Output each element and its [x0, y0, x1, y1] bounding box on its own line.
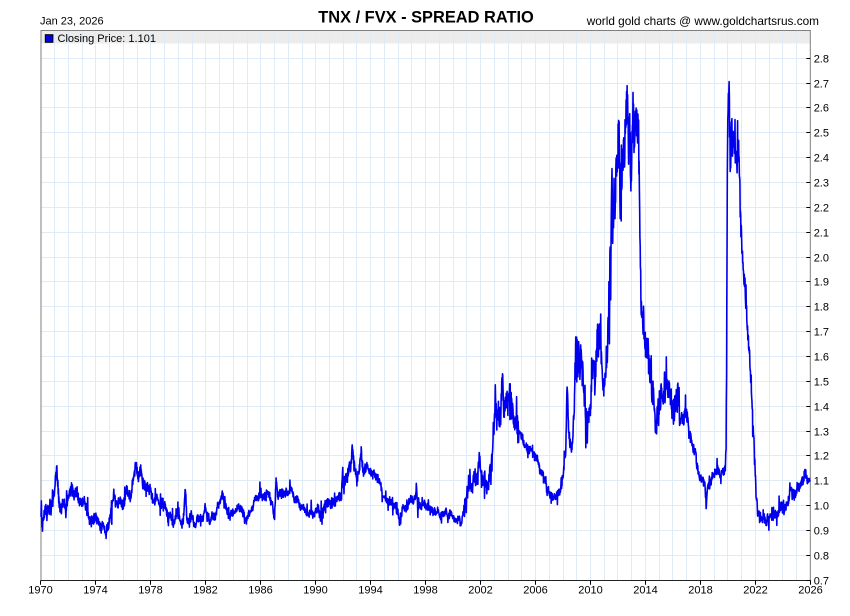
svg-text:2.5: 2.5: [814, 128, 829, 140]
svg-text:1.2: 1.2: [814, 451, 829, 463]
svg-text:2026: 2026: [798, 585, 822, 597]
svg-text:2002: 2002: [468, 585, 492, 597]
svg-text:1998: 1998: [413, 585, 437, 597]
svg-text:1.9: 1.9: [814, 277, 829, 289]
svg-text:1982: 1982: [193, 585, 217, 597]
svg-text:TNX / FVX - SPREAD RATIO: TNX / FVX - SPREAD RATIO: [318, 9, 534, 27]
svg-text:2.8: 2.8: [814, 54, 829, 66]
svg-text:1986: 1986: [248, 585, 272, 597]
svg-text:1.5: 1.5: [814, 377, 829, 389]
svg-text:1990: 1990: [303, 585, 327, 597]
svg-text:2018: 2018: [688, 585, 712, 597]
svg-text:1994: 1994: [358, 585, 382, 597]
svg-text:1970: 1970: [28, 585, 52, 597]
svg-text:1.1: 1.1: [814, 476, 829, 488]
svg-text:Jan 23, 2026: Jan 23, 2026: [40, 16, 104, 28]
svg-text:1974: 1974: [83, 585, 107, 597]
svg-text:world gold charts @ www.goldch: world gold charts @ www.goldchartsrus.co…: [586, 14, 819, 28]
svg-text:2022: 2022: [743, 585, 767, 597]
svg-text:1.3: 1.3: [814, 427, 829, 439]
svg-text:0.8: 0.8: [814, 551, 829, 563]
svg-text:1.4: 1.4: [814, 402, 829, 414]
svg-text:1.8: 1.8: [814, 302, 829, 314]
svg-text:2.3: 2.3: [814, 178, 829, 190]
svg-text:2014: 2014: [633, 585, 657, 597]
svg-text:1978: 1978: [138, 585, 162, 597]
svg-text:2.6: 2.6: [814, 103, 829, 115]
svg-text:2.0: 2.0: [814, 253, 829, 265]
svg-text:2.7: 2.7: [814, 79, 829, 91]
svg-text:1.7: 1.7: [814, 327, 829, 339]
svg-text:2.4: 2.4: [814, 153, 829, 165]
svg-text:2010: 2010: [578, 585, 602, 597]
svg-text:2006: 2006: [523, 585, 547, 597]
svg-text:0.7: 0.7: [814, 576, 829, 588]
svg-text:1.6: 1.6: [814, 352, 829, 364]
svg-text:2.1: 2.1: [814, 228, 829, 240]
svg-text:0.9: 0.9: [814, 526, 829, 538]
svg-text:1.0: 1.0: [814, 501, 829, 513]
svg-text:Closing Price: 1.101: Closing Price: 1.101: [58, 33, 156, 45]
svg-text:2.2: 2.2: [814, 203, 829, 215]
